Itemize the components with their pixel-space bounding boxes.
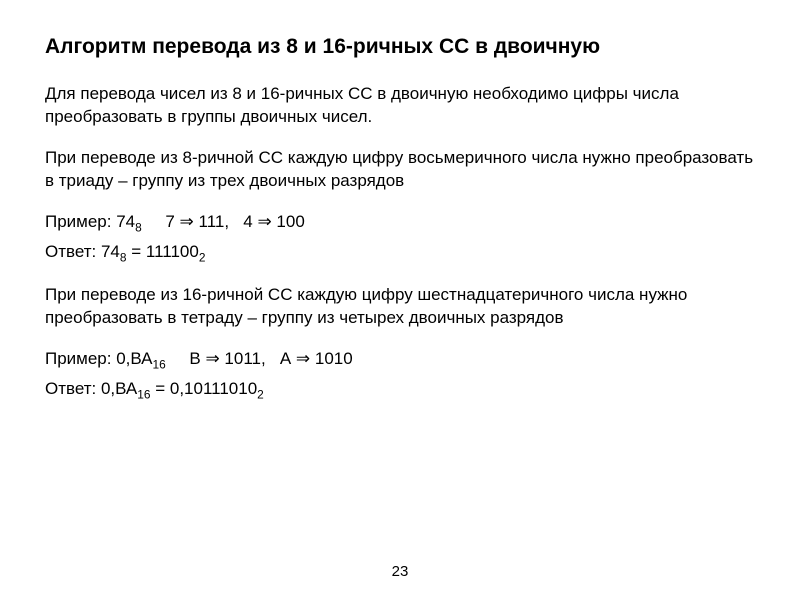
- answer1-eq: = 111100: [127, 242, 199, 261]
- answer2-sub2: 2: [257, 387, 264, 401]
- example1-mid1: 7: [142, 212, 180, 231]
- answer-1: Ответ: 748 = 1111002: [45, 241, 755, 265]
- answer1-label: Ответ: 74: [45, 242, 120, 261]
- answer-2: Ответ: 0,ВА16 = 0,101110102: [45, 378, 755, 402]
- example2-mid1: В: [166, 349, 206, 368]
- slide-title: Алгоритм перевода из 8 и 16-ричных СС в …: [45, 35, 755, 59]
- implies-icon: ⇒: [296, 349, 310, 368]
- example2-mid2: 1011, А: [220, 349, 296, 368]
- example2-mid3: 1010: [310, 349, 353, 368]
- answer1-sub1: 8: [120, 251, 127, 265]
- intro-paragraph: Для перевода чисел из 8 и 16-ричных СС в…: [45, 83, 755, 129]
- example1-mid3: 100: [272, 212, 305, 231]
- example-2: Пример: 0,ВА16 В ⇒ 1011, А ⇒ 1010: [45, 348, 755, 372]
- octal-rule: При переводе из 8-ричной СС каждую цифру…: [45, 147, 755, 193]
- answer2-sub1: 16: [137, 387, 150, 401]
- answer2-eq: = 0,10111010: [151, 379, 258, 398]
- answer2-label: Ответ: 0,ВА: [45, 379, 137, 398]
- example-1: Пример: 748 7 ⇒ 111, 4 ⇒ 100: [45, 211, 755, 235]
- page-number: 23: [0, 563, 800, 580]
- implies-icon: ⇒: [257, 212, 271, 231]
- implies-icon: ⇒: [180, 212, 194, 231]
- hex-rule: При переводе из 16-ричной СС каждую цифр…: [45, 284, 755, 330]
- example2-label: Пример: 0,ВА: [45, 349, 153, 368]
- example1-mid2: 111, 4: [194, 212, 258, 231]
- example1-label: Пример: 74: [45, 212, 135, 231]
- answer1-sub2: 2: [199, 251, 206, 265]
- implies-icon: ⇒: [205, 349, 219, 368]
- example1-sub1: 8: [135, 220, 142, 234]
- example2-sub1: 16: [153, 357, 166, 371]
